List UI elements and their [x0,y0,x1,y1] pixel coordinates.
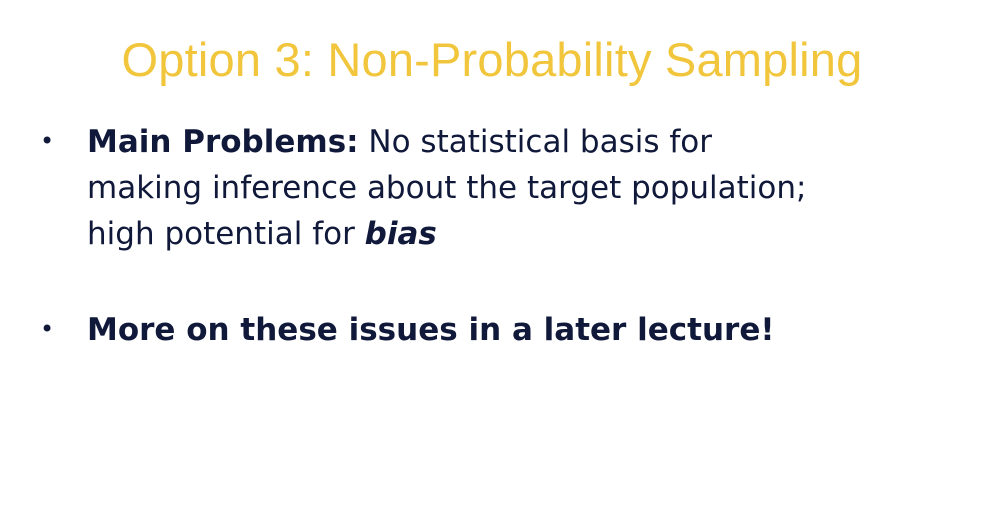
bullet-dot-icon: • [40,127,55,155]
bullet-dot-icon: • [40,315,55,343]
bullet-line-1: More on these issues in a later lecture! [87,312,775,348]
bullet-line-1: Main Problems: No statistical basis for [87,119,806,165]
bullet-lead: Main Problems: [87,124,359,160]
slide-title: Option 3: Non-Probability Sampling [121,33,863,86]
bullet-text: Main Problems: No statistical basis for … [87,119,806,257]
bullet-line-3-prefix: high potential for [87,216,365,252]
bullet-line-2: making inference about the target popula… [87,170,807,206]
bullet-text: More on these issues in a later lecture! [87,307,775,353]
bullet-emphasis: bias [364,216,437,252]
bullet-line-3: high potential for bias [87,211,806,257]
bullet-line-1-rest: No statistical basis for [358,124,712,160]
